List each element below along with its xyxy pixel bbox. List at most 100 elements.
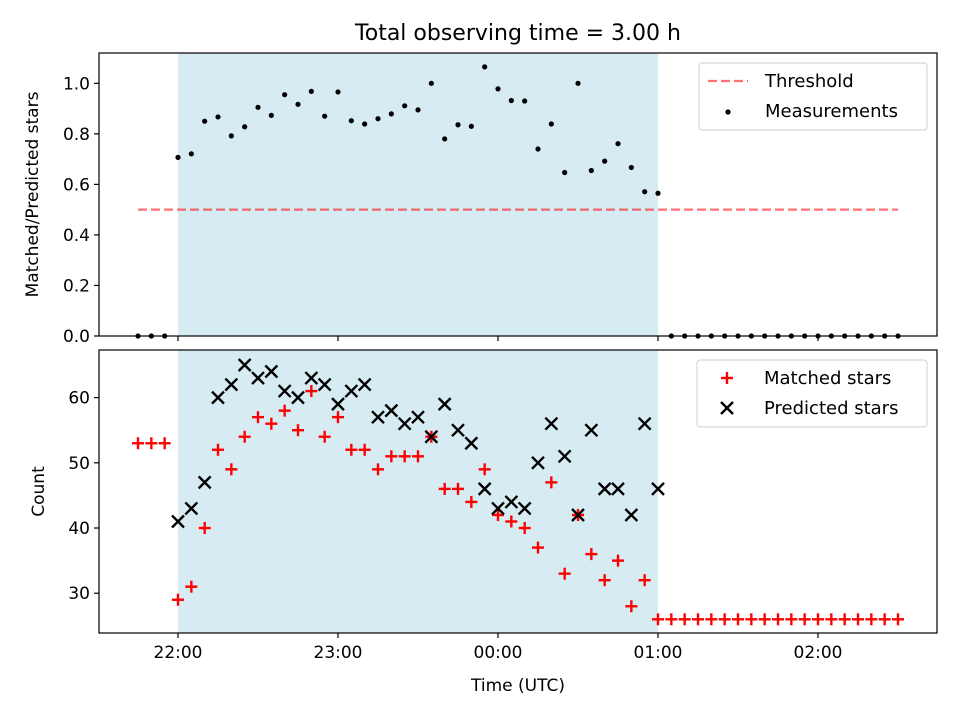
predicted-stars-point (544, 416, 559, 431)
measurement-point (562, 169, 568, 176)
matched-stars-point (278, 404, 291, 417)
predicted-stars-point (637, 416, 652, 431)
matched-stars-point (198, 522, 211, 535)
measurement-point (308, 88, 314, 95)
predicted-stars-point (451, 423, 465, 438)
predicted-stars-point (317, 377, 332, 392)
matched-stars-point (292, 424, 304, 437)
predicted-stars-point (237, 358, 252, 372)
measurement-point (335, 89, 341, 95)
matched-stars-point (612, 554, 624, 567)
measurement-point (375, 116, 381, 122)
predicted-stars-point (224, 377, 239, 392)
y-tick-label: 0.0 (63, 327, 90, 347)
predicted-stars-point (624, 508, 639, 522)
measurement-point (655, 190, 661, 196)
predicted-stars-point (211, 390, 225, 405)
matched-stars-point (412, 450, 424, 463)
matched-stars-point (172, 593, 184, 606)
measurement-point (362, 121, 368, 127)
matched-stars-point (452, 482, 464, 495)
chart-title: Total observing time = 3.00 h (354, 21, 681, 46)
matched-stars-point (825, 613, 838, 626)
predicted-stars-point (491, 501, 505, 516)
measurement-point (268, 112, 274, 119)
measurement-point (482, 64, 488, 70)
matched-stars-point (478, 463, 491, 476)
predicted-stars-point (397, 416, 412, 431)
predicted-stars-point (304, 371, 319, 385)
measurement-point (348, 118, 354, 124)
predicted-stars-point (557, 449, 572, 464)
predicted-stars-point (184, 501, 199, 516)
matched-stars-point (238, 430, 251, 443)
measurement-point (282, 92, 288, 98)
legend-bottom: Matched stars Predicted stars (696, 359, 928, 428)
x-tick-label: 02:00 (794, 643, 843, 663)
predicted-stars-point (464, 436, 479, 451)
x-axis-label: Time (UTC) (470, 676, 565, 696)
legend-matched-swatch (721, 372, 733, 384)
x-tick-label: 22:00 (154, 643, 203, 663)
matched-stars-point (772, 613, 784, 626)
y-tick-label: 0.2 (63, 276, 90, 296)
matched-stars-point (518, 522, 531, 535)
measurement-point (548, 121, 554, 127)
predicted-stars-point (571, 508, 585, 522)
matched-stars-point (252, 411, 264, 424)
legend-predicted-swatch (720, 401, 734, 415)
predicted-stars-point (584, 423, 599, 438)
y-tick-label: 50 (68, 454, 90, 474)
predicted-stars-point (424, 429, 439, 444)
measurement-point (322, 113, 328, 119)
measurement-point (455, 122, 461, 128)
matched-stars-point (652, 613, 664, 626)
measurement-point (522, 98, 528, 104)
matched-stars-point (132, 437, 144, 450)
matched-stars-point (878, 613, 891, 626)
measurement-point (255, 104, 261, 110)
x-tick-label: 23:00 (314, 643, 363, 663)
legend-box (696, 359, 928, 428)
matched-stars-point (705, 613, 718, 626)
matched-stars-point (638, 574, 651, 587)
matched-stars-point (358, 443, 371, 456)
measurement-point (228, 133, 234, 139)
predicted-stars-point (531, 455, 545, 470)
matched-stars-point (745, 613, 758, 626)
legend-threshold-label: Threshold (764, 71, 854, 92)
measurement-point (242, 124, 248, 130)
measurement-point (215, 114, 221, 120)
matched-stars-point (558, 567, 571, 580)
legend-matched-label: Matched stars (764, 368, 891, 389)
predicted-stars-point (277, 384, 292, 398)
measurement-point (535, 146, 541, 152)
matched-stars-point (492, 508, 504, 521)
x-tick-label: 01:00 (634, 643, 683, 663)
predicted-stars-point (264, 364, 279, 379)
x-tick-label: 00:00 (474, 643, 523, 663)
matched-stars-point (318, 430, 331, 443)
measurement-point (402, 103, 408, 109)
shaded-observing-window (178, 350, 658, 633)
matched-stars-point (185, 580, 198, 593)
predicted-stars-point (384, 403, 399, 418)
measurement-point (508, 97, 514, 104)
predicted-stars-point (504, 495, 519, 509)
plot-frame (98, 52, 938, 337)
predicted-stars-point (197, 475, 212, 490)
y-tick-label: 30 (68, 584, 90, 604)
measurement-point (295, 101, 301, 107)
measurement-point (642, 189, 648, 195)
plot-frame (98, 349, 938, 634)
y-tick-label: 1.0 (63, 74, 90, 94)
measurement-point (495, 86, 501, 92)
predicted-stars-point (331, 397, 345, 411)
matched-stars-point (265, 417, 278, 430)
measurement-point (628, 164, 634, 171)
matched-stars-point (158, 437, 171, 450)
matched-stars-point (758, 613, 771, 626)
matched-stars-point (505, 515, 518, 528)
predicted-stars-point (477, 482, 492, 496)
